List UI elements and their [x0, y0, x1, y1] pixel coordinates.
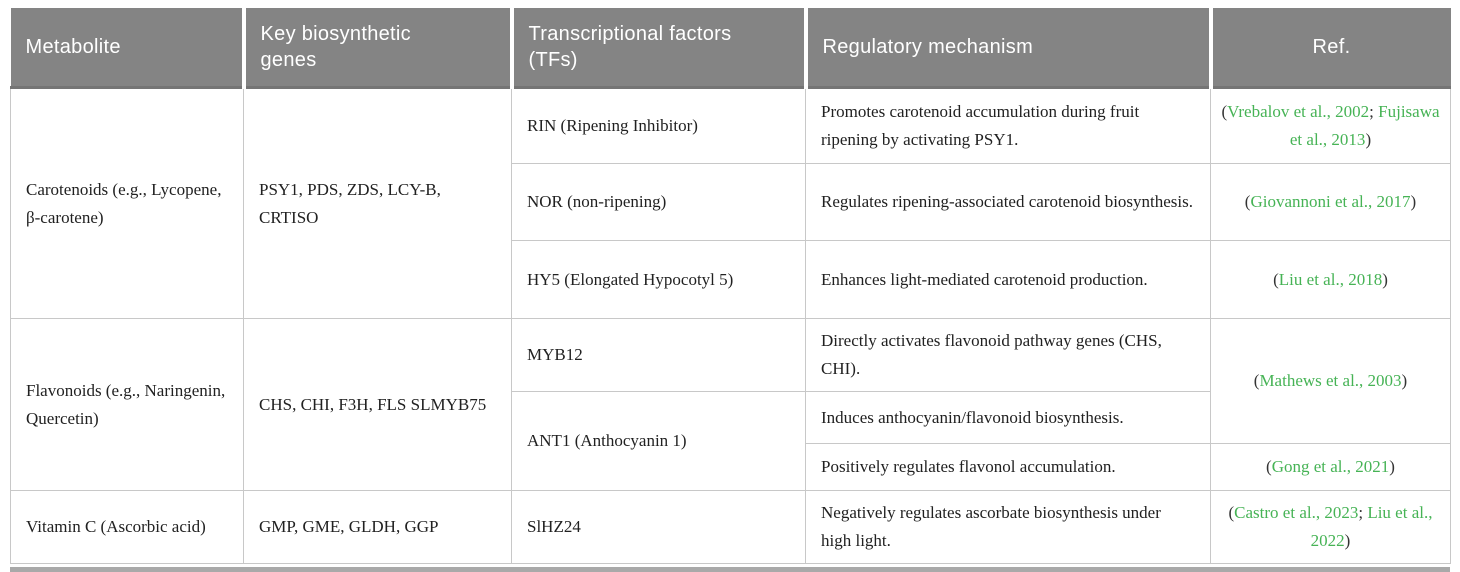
ref-punctuation: ) — [1382, 269, 1388, 289]
tf-cell: NOR (non-ripening) — [511, 163, 806, 241]
ref-punctuation: ( — [1253, 371, 1260, 391]
ref-punctuation: ( — [1273, 269, 1279, 289]
citation-link[interactable]: Vrebalov et al., 2002 — [1227, 102, 1370, 122]
table-row: HY5 (Elongated Hypocotyl 5) Enhances lig… — [11, 240, 1451, 319]
col-header-label: Ref. — [1312, 36, 1351, 58]
mechanism-cell: Enhances light-mediated carotenoid produ… — [805, 240, 1211, 319]
col-header-mechanism: Regulatory mechanism — [803, 8, 1211, 89]
metabolite-cell: Vitamin C (Ascorbic acid) — [10, 490, 244, 564]
ref-cell: (Gong et al., 2021) — [1210, 443, 1451, 491]
genes-cell: CHS, CHI, F3H, FLS SLMYB75 — [243, 318, 512, 491]
mechanism-cell: Negatively regulates ascorbate biosynthe… — [805, 490, 1211, 564]
ref-cell: (Mathews et al., 2003) — [1210, 318, 1451, 444]
tf-cell: RIN (Ripening Inhibitor) — [511, 87, 806, 164]
mechanism-cell: Promotes carotenoid accumulation during … — [805, 87, 1211, 164]
col-header-metabolite: Metabolite — [10, 8, 244, 89]
citation-link[interactable]: Giovannoni et al., 2017 — [1250, 192, 1411, 212]
tf-cell: HY5 (Elongated Hypocotyl 5) — [511, 240, 806, 319]
table-row: Flavonoids (e.g., Naringenin, Quercetin)… — [10, 318, 1451, 491]
citation-link[interactable]: Liu et al., 2022 — [1310, 503, 1433, 550]
citation-link[interactable]: Fujisawa et al., 2013 — [1289, 102, 1440, 149]
ref-cell: (Giovannoni et al., 2017) — [1210, 163, 1451, 241]
ref-punctuation: ( — [1266, 457, 1272, 477]
ref-punctuation: ) — [1410, 192, 1417, 212]
table-row: NOR (non-ripening) Regulates ripening-as… — [11, 163, 1451, 241]
ref-punctuation: ( — [1244, 192, 1251, 212]
metabolite-cell: Carotenoids (e.g., Lycopene, β-carotene) — [10, 87, 244, 319]
ref-punctuation: ) — [1365, 130, 1372, 149]
mechanism-cell: Induces anthocyanin/flavonoid biosynthes… — [805, 391, 1211, 444]
table-wrapper: Metabolite Key biosynthetic genes Transc… — [10, 8, 1451, 572]
citation-link[interactable]: Mathews et al., 2003 — [1259, 371, 1402, 391]
table-row: Carotenoids (e.g., Lycopene, β-carotene)… — [10, 87, 1451, 319]
tf-cell: MYB12 — [511, 318, 806, 392]
col-header-ref: Ref. — [1208, 8, 1451, 89]
header-row: Metabolite Key biosynthetic genes Transc… — [10, 8, 1451, 89]
ref-cell: (Vrebalov et al., 2002; Fujisawa et al.,… — [1210, 87, 1451, 164]
col-header-genes: Key biosynthetic genes — [241, 8, 512, 89]
metabolite-cell: Flavonoids (e.g., Naringenin, Quercetin) — [10, 318, 244, 491]
table-row: ANT1 (Anthocyanin 1) Induces anthocyanin… — [11, 391, 1451, 491]
tf-cell: SlHZ24 — [511, 490, 806, 564]
ref-punctuation: ) — [1389, 457, 1395, 477]
col-header-tfs: Transcriptional factors (TFs) — [509, 8, 806, 89]
mechanism-cell: Positively regulates flavonol accumulati… — [805, 443, 1211, 491]
citation-link[interactable]: Gong et al., 2021 — [1271, 457, 1390, 477]
tf-cell: ANT1 (Anthocyanin 1) — [511, 391, 806, 491]
citation-link[interactable]: Liu et al., 2018 — [1278, 269, 1383, 289]
ref-punctuation: ) — [1401, 371, 1408, 391]
regulation-table: Metabolite Key biosynthetic genes Transc… — [10, 8, 1451, 564]
ref-cell: (Liu et al., 2018) — [1210, 240, 1451, 319]
col-header-label: Metabolite — [25, 36, 121, 58]
ref-punctuation: ; — [1358, 503, 1368, 523]
col-header-label: Regulatory mechanism — [822, 36, 1034, 58]
ref-punctuation: ( — [1221, 102, 1228, 122]
genes-cell: GMP, GME, GLDH, GGP — [243, 490, 512, 564]
mechanism-cell: Regulates ripening-associated carotenoid… — [805, 163, 1211, 241]
ref-punctuation: ; — [1369, 102, 1379, 122]
col-header-label: Transcriptional factors (TFs) — [528, 23, 732, 71]
ref-punctuation: ) — [1344, 531, 1351, 550]
ref-cell: (Castro et al., 2023; Liu et al., 2022) — [1210, 490, 1451, 564]
table-row: Vitamin C (Ascorbic acid) GMP, GME, GLDH… — [10, 490, 1451, 564]
citation-link[interactable]: Castro et al., 2023 — [1234, 503, 1359, 523]
ref-punctuation: ( — [1228, 503, 1235, 523]
col-header-label: Key biosynthetic genes — [260, 23, 411, 71]
genes-cell: PSY1, PDS, ZDS, LCY-B, CRTISO — [243, 87, 512, 319]
mechanism-cell: Directly activates flavonoid pathway gen… — [805, 318, 1211, 392]
